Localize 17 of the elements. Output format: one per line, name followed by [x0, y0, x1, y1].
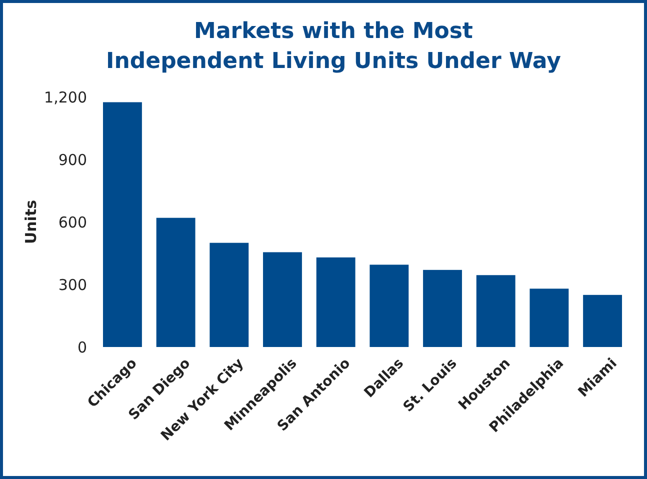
y-tick-label: 0	[77, 338, 87, 356]
bar	[583, 294, 622, 347]
bar	[530, 288, 569, 347]
y-tick-label: 1,200	[44, 88, 87, 106]
bar	[103, 102, 142, 347]
bar	[210, 242, 249, 347]
y-tick-label: 900	[58, 150, 87, 169]
bar	[370, 264, 409, 347]
bar	[156, 218, 196, 347]
y-tick-label: 600	[58, 213, 87, 232]
bar	[476, 275, 516, 347]
y-tick-label: 300	[58, 276, 87, 294]
bar	[316, 257, 356, 347]
bar	[263, 252, 302, 347]
bar	[423, 270, 462, 347]
y-axis-title: Units	[22, 200, 40, 244]
chart-title: Markets with the Most Independent Living Units Under Way	[106, 19, 561, 74]
